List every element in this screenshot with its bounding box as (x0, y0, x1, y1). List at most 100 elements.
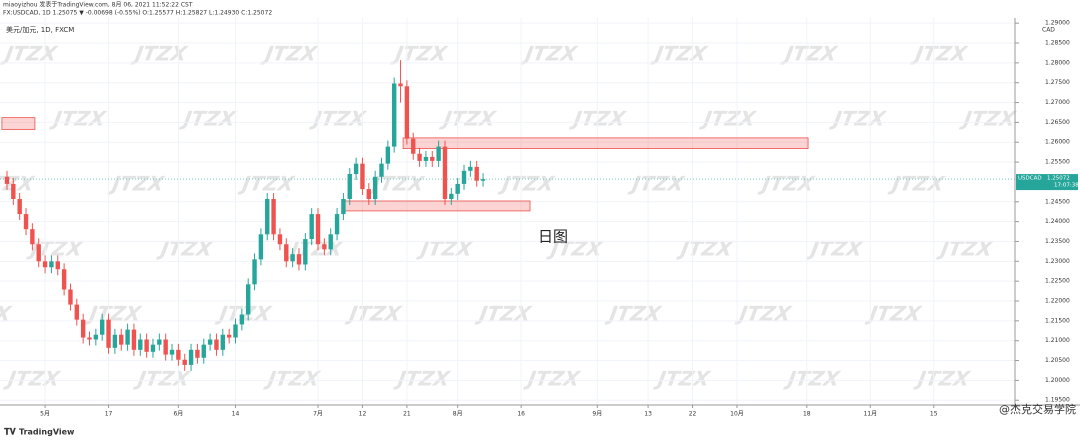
watermark: JTZX (497, 172, 558, 196)
x-tick-label: 15 (930, 411, 938, 418)
candle-body (125, 329, 130, 345)
y-tick-label: 1.26000 (1045, 139, 1070, 146)
x-tick-label: 8月 (453, 411, 463, 418)
y-tick-label: 1.20000 (1045, 377, 1070, 384)
candle-body (430, 156, 435, 161)
footer: 𝐓𝐕 TradingView (4, 427, 75, 438)
candle-body (417, 153, 422, 161)
candle-body (442, 146, 448, 199)
candle-body (163, 339, 168, 355)
candle-body (30, 229, 35, 245)
watermark: JTZX (779, 42, 840, 66)
candle-body (131, 329, 137, 350)
candle-body (353, 163, 359, 174)
candle-body (138, 339, 143, 350)
candle-body (23, 214, 29, 230)
candle-body (220, 334, 226, 350)
watermark: JTZX (2, 367, 63, 391)
candle-body (372, 176, 378, 199)
candle-body (68, 289, 73, 305)
plot (0, 60, 1015, 371)
candle-body (296, 254, 302, 265)
y-tick-label: 1.22000 (1045, 298, 1070, 305)
watermark: JTZX (262, 367, 323, 391)
candle-body (436, 146, 441, 161)
candle-body (169, 349, 175, 355)
x-tick-label: 21 (403, 411, 411, 418)
candle-body (195, 349, 200, 358)
y-tick-label: 1.24500 (1045, 198, 1070, 205)
candle-body (265, 198, 270, 235)
watermark: JTZX (415, 237, 476, 261)
candle-body (474, 166, 479, 181)
y-tick-label: 1.21000 (1045, 337, 1070, 344)
candle-body (4, 176, 10, 184)
y-tick-label: 1.22500 (1045, 278, 1070, 285)
candle-body (74, 304, 80, 320)
watermark: JTZX (782, 367, 843, 391)
watermark: JTZX (757, 172, 818, 196)
watermark: JTZX (909, 42, 970, 66)
x-tick-label: 22 (689, 411, 697, 418)
y-tick-label: 1.24000 (1045, 218, 1070, 225)
watermark: JTZX (178, 107, 239, 131)
candle-body (309, 214, 314, 240)
y-tick-label: 1.21500 (1045, 317, 1070, 324)
watermark: JTZX (0, 172, 37, 196)
symbol-label: USDCAD (1018, 176, 1042, 182)
y-tick-label: 1.23500 (1045, 238, 1070, 245)
candle-body (93, 334, 99, 340)
zone (402, 137, 809, 149)
candle-body (461, 170, 467, 184)
watermark: JTZX (129, 42, 190, 66)
x-tick-label: 9月 (592, 411, 602, 418)
candle-body (398, 83, 403, 87)
candle-body (176, 349, 181, 360)
candle-body (11, 183, 16, 199)
watermark: JTZX (132, 367, 193, 391)
watermark: JTZX (308, 107, 369, 131)
x-tick-label: 6月 (173, 411, 183, 418)
watermark: JTZX (675, 237, 736, 261)
candle-body (360, 163, 365, 190)
y-tick-label: 1.23000 (1045, 258, 1070, 265)
watermark: JTZX (214, 302, 275, 326)
y-tick-label: 1.26500 (1045, 119, 1070, 126)
candle-body (233, 324, 238, 338)
candle-body (341, 198, 346, 215)
countdown: 17:07:38 (1054, 183, 1079, 189)
candle-body (144, 339, 149, 352)
candle-body (411, 138, 416, 154)
y-tick-label: 1.19500 (1045, 397, 1070, 404)
watermark: JTZX (734, 302, 795, 326)
x-tick-label: 18 (803, 411, 811, 418)
y-tick-label: 1.28000 (1045, 59, 1070, 66)
candle-body (188, 349, 194, 365)
candle-body (150, 344, 156, 352)
watermark: JTZX (935, 237, 996, 261)
watermark: JTZX (259, 42, 320, 66)
watermark: JTZX (522, 367, 583, 391)
candle-body (315, 214, 321, 245)
candle-body (347, 173, 352, 199)
candle-body (49, 261, 54, 268)
candle-body (99, 319, 105, 335)
x-tick-label: 5月 (40, 411, 50, 418)
watermark: JTZX (958, 107, 1019, 131)
last-price-value: 1.25072 (1047, 176, 1070, 182)
candle-body (207, 339, 213, 345)
watermark: JTZX (627, 172, 688, 196)
x-tick-label: 17 (105, 411, 113, 418)
y-tick-label: 1.25500 (1045, 159, 1070, 166)
zone (1, 117, 36, 130)
candle-body (404, 86, 410, 139)
x-tick-label: 11月 (863, 411, 877, 418)
candle-body (119, 334, 124, 345)
watermark: JTZX (545, 237, 606, 261)
grid (0, 18, 1015, 405)
watermark: JTZX (237, 172, 298, 196)
header-line1: miaoyizhou 发表于TradingView.com, 8月 06, 20… (3, 1, 193, 9)
watermark: JTZX (912, 367, 973, 391)
